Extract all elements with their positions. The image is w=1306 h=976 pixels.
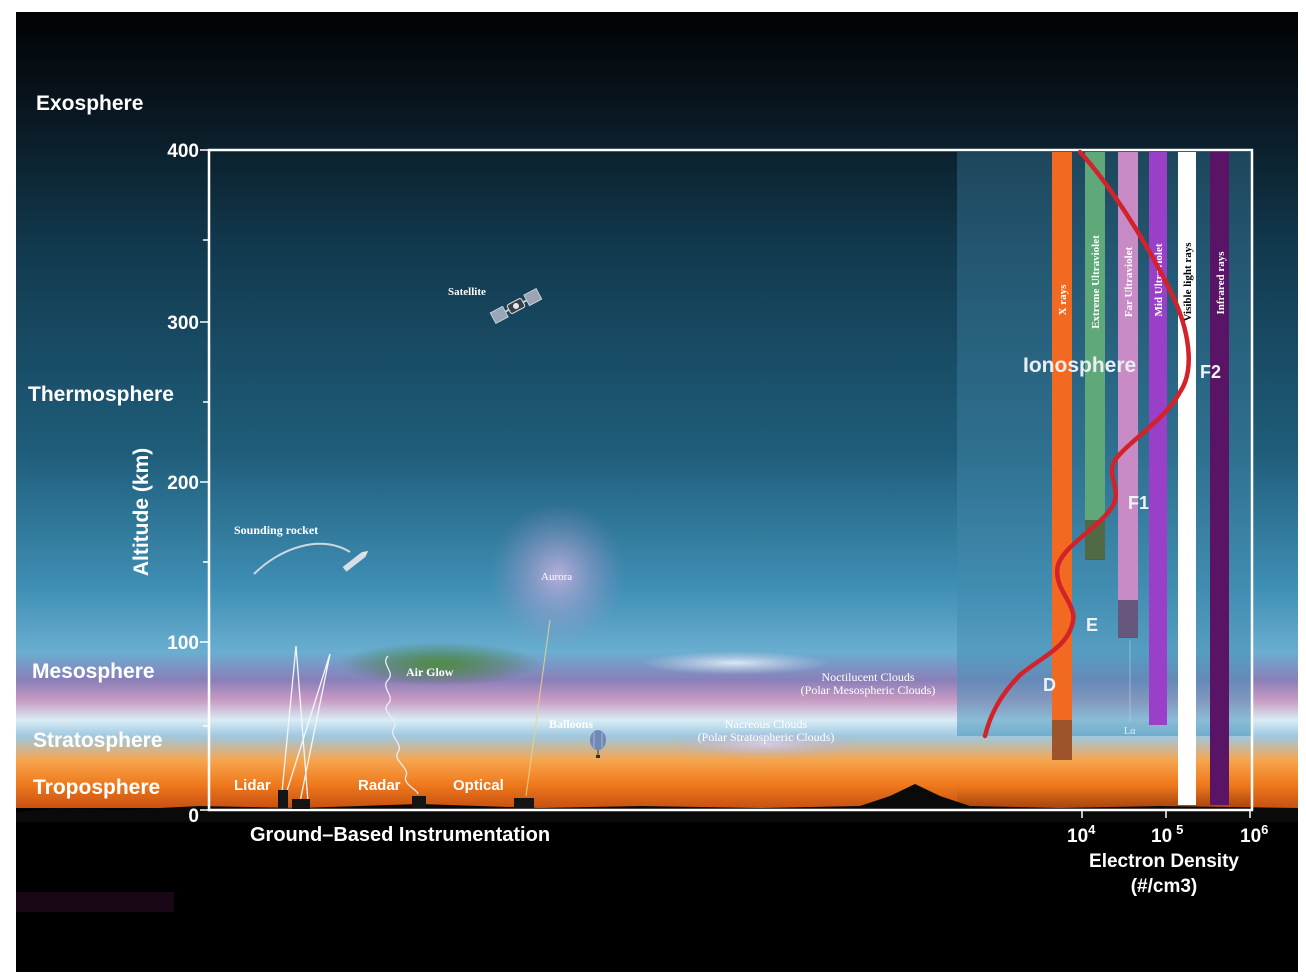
layer-thermosphere: Thermosphere <box>28 383 174 406</box>
altitude-tick-0: 0 <box>188 806 199 827</box>
layer-stratosphere: Stratosphere <box>33 729 163 752</box>
balloon-icon <box>590 730 606 758</box>
optical-label: Optical <box>453 777 504 794</box>
density-tick-1e4: 104 <box>1067 822 1096 847</box>
region-e-label: E <box>1086 615 1098 635</box>
noctilucent-clouds <box>640 651 830 675</box>
band-mid-ultraviolet <box>1149 152 1167 725</box>
electron-density-profile <box>982 149 1191 739</box>
lyman-alpha-label: Lα <box>1124 726 1136 737</box>
optical-station <box>514 798 534 808</box>
radar-label: Radar <box>358 777 401 794</box>
satellite-icon <box>489 287 543 325</box>
aurora-label: Aurora <box>541 571 572 583</box>
plot-frame <box>207 148 1254 812</box>
noctilucent-sublabel: (Polar Mesospheric Clouds) <box>801 683 936 697</box>
band-label-extreme-ultraviolet: Extreme Ultraviolet <box>1090 235 1102 329</box>
air-glow-label: Air Glow <box>406 665 454 679</box>
band-label-x-rays: X rays <box>1057 284 1069 316</box>
ground-strip <box>16 808 1298 972</box>
ionosphere-label: Ionosphere <box>1023 354 1136 377</box>
layer-exosphere: Exosphere <box>36 92 143 115</box>
nacreous-label: Nacreous Clouds <box>725 717 808 731</box>
sounding-rocket-icon <box>342 550 369 572</box>
band-infrared <box>1210 152 1229 805</box>
radiation-bands: X rays Extreme Ultraviolet Far Ultraviol… <box>1052 152 1229 805</box>
layer-mesosphere: Mesosphere <box>32 660 155 683</box>
nacreous-clouds <box>670 730 860 758</box>
density-tick-1e6: 106 <box>1240 822 1268 847</box>
sounding-rocket-label: Sounding rocket <box>234 523 318 537</box>
band-extreme-ultraviolet <box>1085 152 1105 559</box>
layer-troposphere: Troposphere <box>33 776 160 799</box>
band-x-rays <box>1052 152 1072 760</box>
ground-instrumentation-title: Ground–Based Instrumentation <box>250 824 550 846</box>
lidar-beams <box>281 645 331 803</box>
altitude-tick-100: 100 <box>167 633 199 654</box>
band-label-far-ultraviolet: Far Ultraviolet <box>1123 246 1135 317</box>
region-f1-label: F1 <box>1128 493 1149 513</box>
nacreous-sublabel: (Polar Stratospheric Clouds) <box>698 730 835 744</box>
sounding-rocket-trail <box>253 543 351 575</box>
radar-wave <box>385 655 419 795</box>
density-axis-unit: (#/cm3) <box>1131 876 1198 897</box>
balloons-label: Balloons <box>549 717 593 731</box>
altitude-axis <box>200 149 209 811</box>
density-tick-1e5: 10 5 <box>1151 822 1183 847</box>
region-f2-label: F2 <box>1200 362 1221 382</box>
aurora-glow <box>490 503 626 647</box>
air-glow <box>340 642 540 686</box>
altitude-tick-200: 200 <box>167 473 199 494</box>
band-far-ultraviolet <box>1118 152 1138 637</box>
region-d-label: D <box>1043 675 1056 695</box>
altitude-tick-300: 300 <box>167 313 199 334</box>
altitude-tick-400: 400 <box>167 141 199 162</box>
noctilucent-label: Noctilucent Clouds <box>822 670 915 684</box>
band-label-infrared: Infrared rays <box>1215 251 1227 315</box>
density-axis-ticks <box>1081 810 1251 818</box>
lidar-station <box>278 790 288 808</box>
radar-station <box>412 796 426 808</box>
band-label-visible-light: Visible light rays <box>1182 242 1194 322</box>
satellite-label: Satellite <box>448 286 486 298</box>
altitude-axis-label: Altitude (km) <box>130 448 153 576</box>
density-axis-label: Electron Density <box>1089 851 1239 872</box>
lidar-label: Lidar <box>234 777 271 794</box>
mountain-silhouette <box>16 784 1298 822</box>
